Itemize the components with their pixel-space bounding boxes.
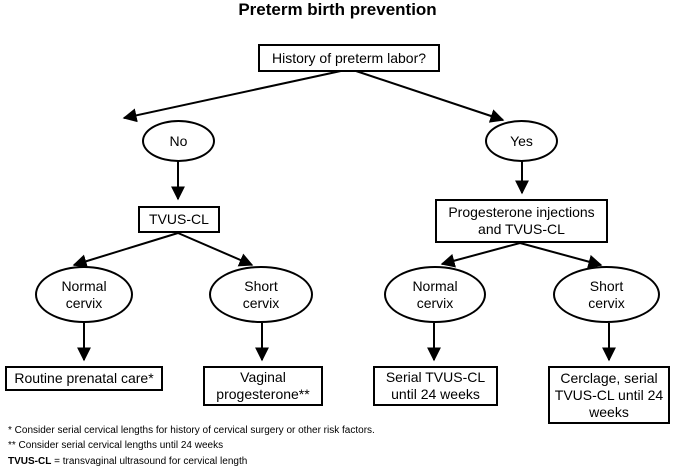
yes-normal-cervix-label: Normal cervix xyxy=(412,277,458,311)
arrow-no-test-to-short xyxy=(177,232,254,267)
yes-label: Yes xyxy=(510,132,533,149)
no-short-cervix-oval: Short cervix xyxy=(209,266,313,323)
footnote-abbreviation: TVUS-CL = transvaginal ultrasound for ce… xyxy=(8,455,247,468)
no-label: No xyxy=(169,132,188,149)
cerclage-box: Cerclage, serial TVUS-CL until 24 weeks xyxy=(548,366,670,424)
abbreviation-term: TVUS-CL xyxy=(8,456,52,467)
yes-test-box: Progesterone injections and TVUS-CL xyxy=(435,199,608,243)
vaginal-progesterone-box: Vaginal progesterone** xyxy=(203,366,323,406)
serial-tvus-box: Serial TVUS-CL until 24 weeks xyxy=(373,366,498,406)
no-normal-cervix-label: Normal cervix xyxy=(61,277,107,311)
abbreviation-definition: = transvaginal ultrasound for cervical l… xyxy=(51,456,248,467)
no-normal-cervix-oval: Normal cervix xyxy=(35,266,133,323)
no-test-box: TVUS-CL xyxy=(138,206,220,233)
footnote-one-star: * Consider serial cervical lengths for h… xyxy=(8,425,375,436)
yes-short-cervix-oval: Short cervix xyxy=(553,266,660,323)
routine-care-text: Routine prenatal care* xyxy=(14,370,154,386)
no-oval: No xyxy=(142,120,215,162)
no-short-cervix-label: Short cervix xyxy=(242,277,280,311)
serial-tvus-text: Serial TVUS-CL until 24 weeks xyxy=(385,369,486,402)
arrow-no-test-to-normal xyxy=(72,232,179,268)
root-question-box: History of preterm labor? xyxy=(258,44,440,72)
no-test-text: TVUS-CL xyxy=(149,211,209,227)
yes-normal-cervix-oval: Normal cervix xyxy=(384,266,486,323)
vaginal-progesterone-text: Vaginal progesterone** xyxy=(216,369,310,402)
routine-care-box: Routine prenatal care* xyxy=(5,366,163,391)
yes-test-text: Progesterone injections and TVUS-CL xyxy=(448,204,595,237)
arrow-yes-test-to-normal xyxy=(440,242,521,268)
yes-oval: Yes xyxy=(485,120,558,162)
cerclage-text: Cerclage, serial TVUS-CL until 24 weeks xyxy=(554,369,664,420)
yes-short-cervix-label: Short cervix xyxy=(588,277,625,311)
arrow-yes-test-to-short xyxy=(519,242,603,269)
footnote-two-star: ** Consider serial cervical lengths unti… xyxy=(8,440,224,451)
diagram-title: Preterm birth prevention xyxy=(238,0,437,19)
root-question-text: History of preterm labor? xyxy=(271,49,427,66)
arrow-root-to-no xyxy=(122,68,351,123)
arrow-root-to-yes xyxy=(349,68,505,123)
